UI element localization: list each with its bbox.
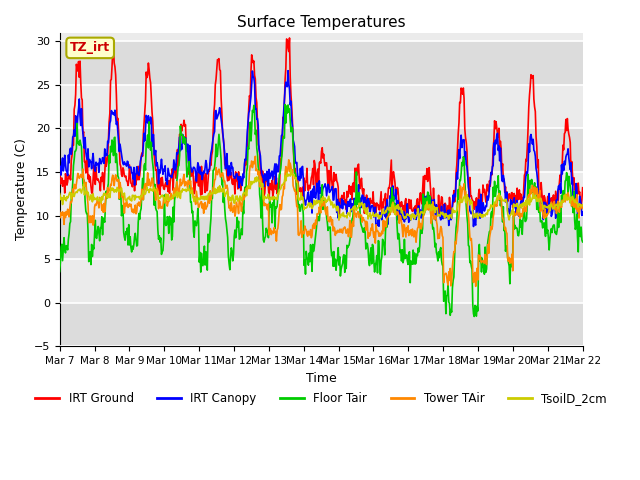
Line: IRT Canopy: IRT Canopy [60,71,582,228]
Tower TAir [252,154,259,159]
IRT Canopy [119,161,127,167]
IRT Ground [172,175,180,181]
Tower TAir [172,192,180,198]
Bar [60,129,582,172]
IRT Canopy [579,209,586,215]
IRT Canopy [284,68,292,73]
Text: TZ_irt: TZ_irt [70,41,110,54]
Bar [60,85,582,129]
Floor Tair [401,237,408,242]
Floor Tair [385,209,393,215]
Bar [60,259,582,303]
Floor Tair [282,102,289,108]
TsoilD_2cm [56,191,63,196]
Tower TAir [200,210,207,216]
IRT Ground [579,185,586,191]
TsoilD_2cm [415,217,423,223]
IRT Ground [56,166,63,172]
Floor Tair [65,230,73,236]
Tower TAir [472,284,479,289]
IRT Ground [335,217,343,223]
TsoilD_2cm [200,195,207,201]
Tower TAir [65,214,73,220]
IRT Canopy [372,225,380,231]
Bar [60,172,582,216]
IRT Ground [119,165,127,171]
Floor Tair [56,269,63,275]
TsoilD_2cm [172,191,180,196]
IRT Canopy [401,212,409,217]
Floor Tair [172,188,180,193]
Floor Tair [119,203,127,208]
Line: Floor Tair: Floor Tair [60,105,582,316]
Tower TAir [385,211,393,217]
IRT Canopy [172,164,180,169]
Tower TAir [401,223,408,228]
Tower TAir [56,208,63,214]
IRT Ground [200,171,207,177]
Bar [60,303,582,347]
TsoilD_2cm [119,192,127,198]
TsoilD_2cm [579,202,586,208]
TsoilD_2cm [65,192,73,197]
Floor Tair [200,255,207,261]
IRT Ground [65,176,73,181]
Legend: IRT Ground, IRT Canopy, Floor Tair, Tower TAir, TsoilD_2cm: IRT Ground, IRT Canopy, Floor Tair, Towe… [31,387,612,409]
Tower TAir [579,205,586,211]
Tower TAir [119,193,127,199]
X-axis label: Time: Time [306,372,337,384]
IRT Ground [386,180,394,186]
Line: Tower TAir: Tower TAir [60,156,582,287]
TsoilD_2cm [287,167,295,173]
IRT Ground [401,198,409,204]
Line: IRT Ground: IRT Ground [60,38,582,220]
Floor Tair [579,239,586,245]
Bar [60,216,582,259]
Bar [60,41,582,85]
IRT Canopy [56,172,63,178]
Floor Tair [470,313,478,319]
Line: TsoilD_2cm: TsoilD_2cm [60,170,582,220]
IRT Ground [285,35,293,41]
Title: Surface Temperatures: Surface Temperatures [237,15,406,30]
TsoilD_2cm [401,216,408,221]
IRT Canopy [65,160,73,166]
TsoilD_2cm [385,207,393,213]
IRT Canopy [200,168,207,174]
Y-axis label: Temperature (C): Temperature (C) [15,139,28,240]
IRT Canopy [386,193,394,199]
